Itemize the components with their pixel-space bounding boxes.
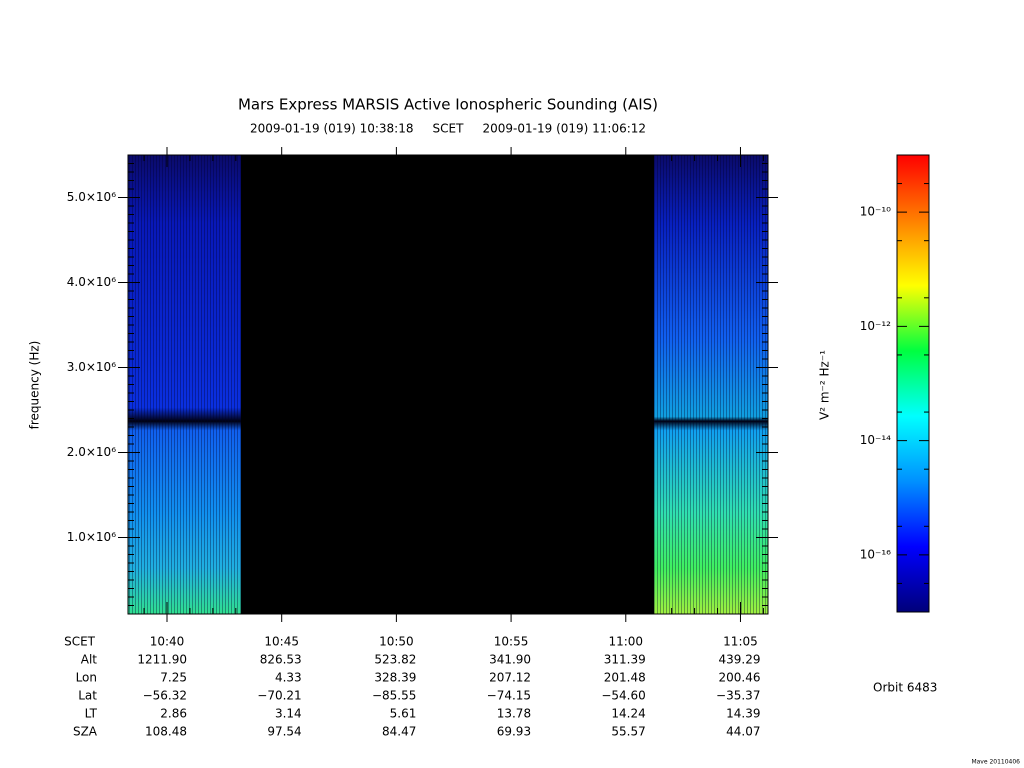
ephemeris-value: 14.39 [726, 707, 760, 721]
ephemeris-value: 84.47 [382, 725, 416, 739]
colorbar-tick-label: 10⁻¹⁴ [860, 433, 891, 447]
ephemeris-value: 207.12 [489, 671, 531, 685]
ephemeris-value: 3.14 [275, 707, 302, 721]
x-tick-label: 10:50 [379, 635, 414, 649]
y-tick-label: 2.0×10⁶ [67, 445, 116, 459]
ephemeris-value: 5.61 [390, 707, 417, 721]
spectrogram [128, 155, 768, 614]
orbit-label: Orbit 6483 [873, 681, 937, 695]
ephemeris-value: 7.25 [160, 671, 187, 685]
ephemeris-value: 44.07 [726, 725, 760, 739]
ephemeris-value: 201.48 [604, 671, 646, 685]
x-tick-label: 10:45 [264, 635, 299, 649]
chart-title: Mars Express MARSIS Active Ionospheric S… [238, 96, 658, 114]
ephemeris-value: 328.39 [374, 671, 416, 685]
ephemeris-label: Lat [78, 689, 97, 703]
ephemeris-value: 523.82 [374, 653, 416, 667]
ephemeris-value: −54.60 [601, 689, 645, 703]
chart-subtitle: 2009-01-19 (019) 10:38:18 SCET 2009-01-1… [250, 122, 646, 136]
colorbar-tick-label: 10⁻¹² [860, 319, 891, 333]
ephemeris-label: Alt [81, 653, 98, 667]
spectrogram-texture [128, 155, 241, 614]
colorbar-tick-label: 10⁻¹⁶ [860, 547, 891, 561]
colorbar-tick-label: 10⁻¹⁰ [860, 205, 891, 219]
ephemeris-value: −35.37 [716, 689, 760, 703]
ephemeris-value: −56.32 [143, 689, 187, 703]
y-tick-label: 1.0×10⁶ [67, 530, 116, 544]
ephemeris-label: Lon [76, 671, 97, 685]
ephemeris-label: SZA [73, 725, 98, 739]
spectrogram-texture [654, 155, 768, 614]
ephemeris-label: LT [85, 707, 98, 721]
ephemeris-value: 4.33 [275, 671, 302, 685]
ephemeris-value: 826.53 [260, 653, 302, 667]
x-tick-label: 10:40 [150, 635, 185, 649]
ephemeris-value: 341.90 [489, 653, 531, 667]
y-tick-label: 3.0×10⁶ [67, 360, 116, 374]
ephemeris-value: 13.78 [497, 707, 531, 721]
x-axis-label: SCET [64, 635, 96, 649]
ephemeris-value: 311.39 [604, 653, 646, 667]
ephemeris-value: 108.48 [145, 725, 187, 739]
ephemeris-value: 14.24 [611, 707, 645, 721]
ephemeris-value: 200.46 [718, 671, 760, 685]
footer: Mave 20110406 [971, 759, 1020, 766]
axes [118, 147, 930, 622]
y-axis-label: frequency (Hz) [28, 341, 42, 430]
x-tick-label: 11:00 [608, 635, 643, 649]
colorbar [896, 154, 930, 613]
x-tick-label: 11:05 [723, 635, 758, 649]
ephemeris-value: −85.55 [372, 689, 416, 703]
colorbar-label: V² m⁻² Hz⁻¹ [818, 350, 832, 420]
ephemeris-value: 55.57 [611, 725, 645, 739]
ephemeris-value: 1211.90 [137, 653, 187, 667]
ephemeris-value: 439.29 [718, 653, 760, 667]
ephemeris-value: 69.93 [497, 725, 531, 739]
ephemeris-value: 97.54 [267, 725, 301, 739]
y-tick-label: 5.0×10⁶ [67, 190, 116, 204]
ephemeris-value: −70.21 [257, 689, 301, 703]
y-tick-label: 4.0×10⁶ [67, 275, 116, 289]
x-tick-label: 10:55 [494, 635, 529, 649]
ephemeris-value: −74.15 [487, 689, 531, 703]
ephemeris-value: 2.86 [160, 707, 187, 721]
